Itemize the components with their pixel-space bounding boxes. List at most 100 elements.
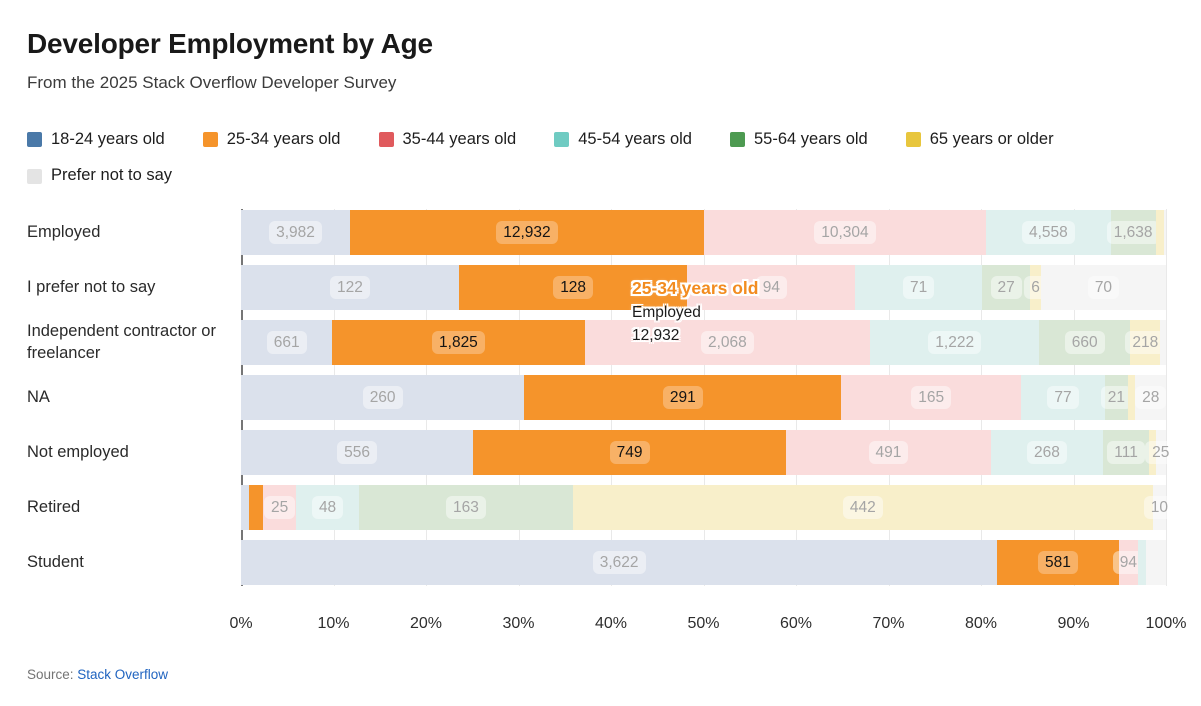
bar-segment[interactable]: 10,304 — [703, 210, 986, 256]
bar-segment-label: 1,638 — [1106, 220, 1160, 245]
legend-item[interactable]: Prefer not to say — [27, 166, 172, 186]
bar-segment[interactable]: 94 — [687, 265, 856, 311]
x-tick-label: 50% — [687, 615, 720, 633]
bar-segment[interactable]: 268 — [991, 430, 1103, 476]
x-tick-label: 0% — [229, 615, 253, 633]
bar-segment[interactable]: 10 — [1143, 485, 1176, 531]
bar-segment-label: 28 — [1135, 385, 1167, 410]
bar-segment[interactable]: 442 — [572, 485, 1153, 531]
bar-segment[interactable]: 749 — [473, 430, 786, 476]
bar-segment[interactable]: 94 — [1112, 540, 1145, 586]
bar-segment[interactable]: 556 — [241, 430, 474, 476]
bar-segment[interactable]: 1,825 — [332, 320, 585, 366]
bar-segment-label: 1,222 — [928, 330, 982, 355]
legend-label: 65 years or older — [929, 129, 1054, 148]
category-label: Independent contractor or freelancer — [27, 321, 216, 362]
bar-segment[interactable]: 6 — [1024, 265, 1047, 311]
x-tick-label: 80% — [964, 615, 998, 633]
bar-segment[interactable] — [241, 485, 249, 531]
bar-segment-label: 70 — [1087, 275, 1120, 300]
legend-label: 35-44 years old — [402, 129, 517, 148]
legend-item[interactable]: 35-44 years old — [378, 129, 517, 150]
bar-segment[interactable]: 163 — [359, 485, 573, 531]
bar-segment[interactable]: 581 — [997, 540, 1119, 586]
bar-segment[interactable]: 3,982 — [241, 210, 350, 256]
x-tick-label: 20% — [409, 615, 443, 633]
plot-area: Employed 3,982 12,932 10,304 4,558 1,638 I pre… — [27, 209, 1186, 637]
bar-segment[interactable]: 2,068 — [584, 320, 871, 366]
bar-segment-label: 556 — [337, 440, 378, 465]
bar-segment-label: 10,304 — [814, 220, 876, 245]
bar-row: Retired 25 48 163 442 10 — [27, 485, 1176, 531]
bar-segment-label: 122 — [329, 275, 370, 300]
bar-segment[interactable]: 165 — [841, 375, 1022, 421]
bar-segment-label: 3,982 — [269, 220, 322, 245]
bar-segment-label: 660 — [1064, 330, 1105, 355]
x-tick-label: 70% — [872, 615, 905, 633]
bar-segment[interactable]: 3,622 — [241, 540, 998, 586]
x-tick-label: 10% — [317, 615, 350, 633]
bar-segment[interactable]: 111 — [1102, 430, 1150, 476]
bar-segment[interactable] — [1127, 375, 1136, 421]
bar-segment-label: 165 — [911, 385, 952, 410]
bar-segment[interactable]: 1,638 — [1106, 210, 1160, 256]
bar-segment-label: 21 — [1100, 385, 1133, 410]
legend-swatch-icon — [554, 131, 570, 147]
bar-segment-label: 3,622 — [592, 550, 646, 575]
legend-label: 18-24 years old — [51, 129, 165, 148]
legend-item[interactable]: 25-34 years old — [202, 130, 341, 150]
bar-segment[interactable] — [1155, 210, 1164, 256]
bar-segment[interactable]: 491 — [785, 430, 991, 476]
bar-segment-label: 27 — [990, 275, 1022, 300]
bar-segment[interactable]: 25 — [263, 485, 297, 531]
bar-segment[interactable]: 128 — [458, 265, 688, 311]
bar-segment[interactable]: 660 — [1039, 320, 1131, 366]
bar-segment[interactable] — [1146, 540, 1166, 586]
legend-item[interactable]: 65 years or older — [905, 129, 1054, 150]
bar-segment[interactable]: 4,558 — [985, 210, 1111, 256]
bar-segment[interactable]: 12,932 — [349, 210, 704, 256]
bar-track: 122 128 94 71 27 6 70 — [241, 265, 1166, 311]
bar-segment[interactable]: 48 — [296, 485, 360, 531]
bar-segment-label: 491 — [868, 440, 909, 465]
source-line: Source: Stack Overflow — [27, 667, 1174, 682]
legend-item[interactable]: 55-64 years old — [730, 130, 868, 150]
bar-segment[interactable]: 218 — [1125, 320, 1166, 366]
bar-segment-label: 291 — [662, 385, 703, 410]
bar-segment-label: 4,558 — [1021, 220, 1075, 245]
bar-segment-label: 111 — [1107, 440, 1145, 465]
bar-segment-label: 25 — [1145, 440, 1177, 465]
bar-segment[interactable]: 122 — [241, 265, 459, 311]
x-tick-label: 60% — [779, 615, 813, 633]
bar-segment[interactable]: 77 — [1021, 375, 1105, 421]
bar-segment[interactable]: 21 — [1100, 375, 1133, 421]
x-tick-label: 90% — [1057, 615, 1090, 633]
bar-segment[interactable]: 25 — [1145, 430, 1177, 476]
bar-segment[interactable] — [248, 485, 264, 531]
bar-segment[interactable]: 291 — [524, 375, 842, 421]
bar-segment-label: 581 — [1038, 550, 1078, 575]
category-label: Not employed — [27, 442, 129, 461]
bar-segment[interactable]: 27 — [982, 265, 1031, 311]
bar-segment[interactable]: 28 — [1135, 375, 1167, 421]
bar-segment[interactable]: 1,222 — [870, 320, 1040, 366]
bar-segment[interactable] — [1160, 320, 1166, 366]
legend-label: Prefer not to say — [51, 166, 173, 185]
bar-segment[interactable]: 70 — [1040, 265, 1166, 311]
bar-segment[interactable]: 661 — [241, 320, 333, 366]
bar-segment-label: 25 — [264, 495, 296, 520]
bar-segment[interactable] — [1163, 210, 1166, 256]
x-tick-label: 100% — [1145, 615, 1187, 633]
bar-segment[interactable]: 71 — [855, 265, 983, 311]
legend-swatch-icon — [378, 131, 394, 147]
bar-segment[interactable] — [1149, 430, 1156, 476]
category-label: I prefer not to say — [27, 277, 156, 296]
legend-swatch-icon — [202, 131, 218, 147]
bar-segment[interactable]: 260 — [241, 375, 525, 421]
bar-segment[interactable] — [1138, 540, 1147, 586]
source-link[interactable]: Stack Overflow — [77, 667, 169, 683]
bar-segment-label: 1,825 — [432, 330, 485, 355]
legend-item[interactable]: 45-54 years old — [554, 130, 692, 150]
bar-segment-label: 10 — [1143, 495, 1176, 520]
legend-item[interactable]: 18-24 years old — [27, 130, 165, 150]
